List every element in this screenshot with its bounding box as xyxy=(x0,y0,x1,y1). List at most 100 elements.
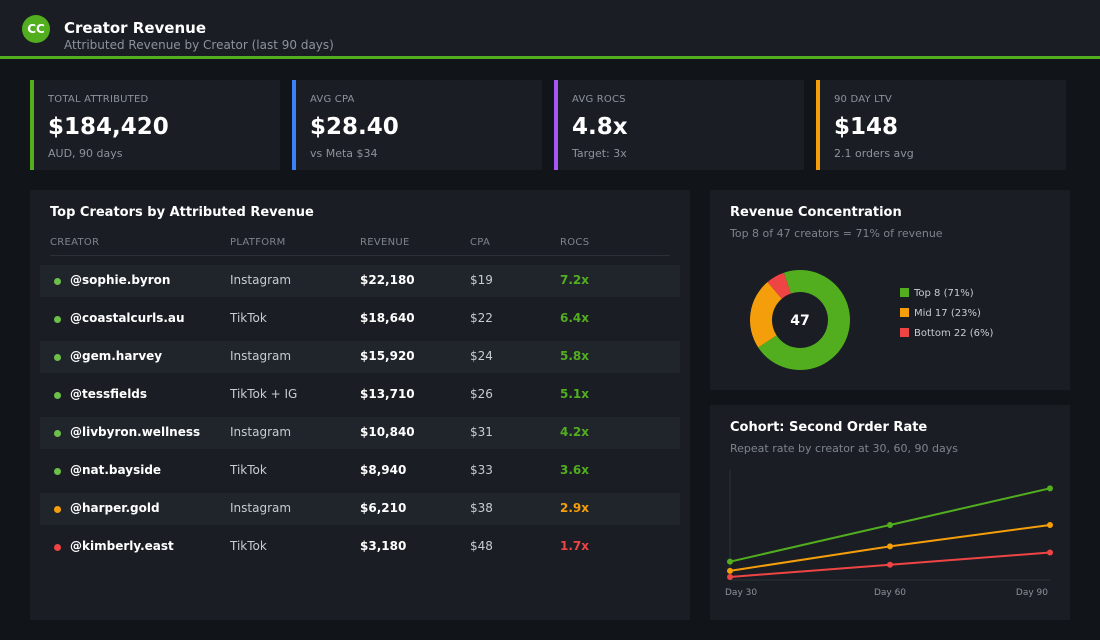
rocs-cell: 2.9x xyxy=(560,501,589,515)
data-point[interactable] xyxy=(727,573,733,580)
cpa-cell: $19 xyxy=(470,273,493,287)
rocs-cell: 6.4x xyxy=(560,311,589,325)
creator-handle[interactable]: @harper.gold xyxy=(70,501,160,515)
column-header-creator[interactable]: CREATOR xyxy=(50,237,100,248)
table-row[interactable]: @harper.gold Instagram $6,210 $38 2.9x xyxy=(40,493,680,525)
table-row[interactable]: @kimberly.east TikTok $3,180 $48 1.7x xyxy=(40,531,680,563)
revenue-concentration-subtitle: Top 8 of 47 creators = 71% of revenue xyxy=(730,227,943,240)
cpa-cell: $48 xyxy=(470,539,493,553)
creator-handle[interactable]: @gem.harvey xyxy=(70,349,163,363)
status-dot xyxy=(54,278,61,285)
table-row[interactable]: @gem.harvey Instagram $15,920 $24 5.8x xyxy=(40,341,680,373)
kpi-subtext: vs Meta $34 xyxy=(310,147,378,160)
data-point[interactable] xyxy=(1047,549,1053,556)
platform-cell: TikTok + IG xyxy=(230,387,298,401)
platform-cell: Instagram xyxy=(230,349,292,363)
revenue-concentration-donut-chart: 47 xyxy=(750,270,850,370)
cpa-cell: $38 xyxy=(470,501,493,515)
legend-swatch xyxy=(900,288,909,297)
platform-cell: TikTok xyxy=(230,539,267,553)
rocs-cell: 1.7x xyxy=(560,539,589,553)
platform-cell: Instagram xyxy=(230,273,292,287)
creator-handle[interactable]: @kimberly.east xyxy=(70,539,174,553)
data-point[interactable] xyxy=(727,567,733,574)
data-point[interactable] xyxy=(887,522,893,528)
app-header: CC Creator Revenue Attributed Revenue by… xyxy=(0,0,1100,59)
revenue-cell: $15,920 xyxy=(360,349,415,363)
creator-handle[interactable]: @coastalcurls.au xyxy=(70,311,185,325)
kpi-label: AVG ROCS xyxy=(572,94,626,105)
data-point[interactable] xyxy=(1047,522,1053,528)
kpi-card-avg-rocs: AVG ROCS 4.8x Target: 3x xyxy=(554,80,804,170)
kpi-label: 90 DAY LTV xyxy=(834,94,892,105)
legend-item[interactable]: Bottom 22 (6%) xyxy=(900,328,993,339)
revenue-concentration-title: Revenue Concentration xyxy=(730,205,902,220)
status-dot xyxy=(54,392,61,399)
creator-handle[interactable]: @livbyron.wellness xyxy=(70,425,201,439)
status-dot xyxy=(54,506,61,513)
table-row[interactable]: @tessfields TikTok + IG $13,710 $26 5.1x xyxy=(40,379,680,411)
revenue-cell: $18,640 xyxy=(360,311,415,325)
kpi-card-avg-cpa: AVG CPA $28.40 vs Meta $34 xyxy=(292,80,542,170)
kpi-subtext: 2.1 orders avg xyxy=(834,147,914,160)
legend-item[interactable]: Mid 17 (23%) xyxy=(900,308,981,319)
x-tick-label: Day 90 xyxy=(1016,588,1048,598)
legend-label: Top 8 (71%) xyxy=(914,288,974,299)
rocs-cell: 3.6x xyxy=(560,463,589,477)
data-point[interactable] xyxy=(1047,485,1053,492)
cpa-cell: $33 xyxy=(470,463,493,477)
table-row[interactable]: @coastalcurls.au TikTok $18,640 $22 6.4x xyxy=(40,303,680,335)
status-dot xyxy=(54,316,61,323)
revenue-cell: $3,180 xyxy=(360,539,407,553)
donut-center-label: 47 xyxy=(790,313,809,329)
platform-cell: Instagram xyxy=(230,501,292,515)
legend-swatch xyxy=(900,308,909,317)
data-point[interactable] xyxy=(727,558,733,565)
kpi-label: AVG CPA xyxy=(310,94,355,105)
donut-slice[interactable] xyxy=(750,281,782,348)
column-header-cpa[interactable]: CPA xyxy=(470,237,491,248)
donut-slice[interactable] xyxy=(758,270,850,370)
table-row[interactable]: @sophie.byron Instagram $22,180 $19 7.2x xyxy=(40,265,680,297)
column-header-platform[interactable]: PLATFORM xyxy=(230,237,286,248)
cpa-cell: $31 xyxy=(470,425,493,439)
x-tick-label: Day 30 xyxy=(725,588,757,598)
revenue-cell: $22,180 xyxy=(360,273,415,287)
cohort-line-chart: Day 30 Day 60 Day 90 xyxy=(725,470,1053,598)
table-row[interactable]: @nat.bayside TikTok $8,940 $33 3.6x xyxy=(40,455,680,487)
kpi-card-total-attributed: TOTAL ATTRIBUTED $184,420 AUD, 90 days xyxy=(30,80,280,170)
status-dot xyxy=(54,544,61,551)
creator-handle[interactable]: @tessfields xyxy=(70,387,148,401)
table-row[interactable]: @livbyron.wellness Instagram $10,840 $31 4.2… xyxy=(40,417,680,449)
revenue-cell: $6,210 xyxy=(360,501,407,515)
kpi-value: $148 xyxy=(834,114,899,140)
legend-item[interactable]: Top 8 (71%) xyxy=(900,288,974,299)
cohort-title: Cohort: Second Order Rate xyxy=(730,420,928,435)
rocs-cell: 4.2x xyxy=(560,425,589,439)
kpi-card-90-day-ltv: 90 DAY LTV $148 2.1 orders avg xyxy=(816,80,1066,170)
data-point[interactable] xyxy=(887,543,893,550)
kpi-value: 4.8x xyxy=(572,114,628,140)
kpi-subtext: Target: 3x xyxy=(572,147,627,160)
revenue-cell: $10,840 xyxy=(360,425,415,439)
revenue-cell: $8,940 xyxy=(360,463,407,477)
revenue-cell: $13,710 xyxy=(360,387,415,401)
creator-handle[interactable]: @sophie.byron xyxy=(70,273,171,287)
donut-slice[interactable] xyxy=(767,272,791,299)
avatar[interactable]: CC xyxy=(22,15,50,43)
kpi-value: $28.40 xyxy=(310,114,399,140)
cohort-subtitle: Repeat rate by creator at 30, 60, 90 day… xyxy=(730,442,958,455)
legend-swatch xyxy=(900,328,909,337)
legend-label: Mid 17 (23%) xyxy=(914,308,981,319)
column-header-revenue[interactable]: REVENUE xyxy=(360,237,410,248)
rocs-cell: 7.2x xyxy=(560,273,589,287)
column-header-rocs[interactable]: ROCS xyxy=(560,237,590,248)
top-creators-title: Top Creators by Attributed Revenue xyxy=(50,205,314,220)
creator-handle[interactable]: @nat.bayside xyxy=(70,463,162,477)
x-tick-label: Day 60 xyxy=(874,588,906,598)
page-subtitle: Attributed Revenue by Creator (last 90 d… xyxy=(64,38,334,52)
cpa-cell: $24 xyxy=(470,349,493,363)
table-header-divider xyxy=(50,255,670,256)
kpi-value: $184,420 xyxy=(48,114,169,140)
data-point[interactable] xyxy=(887,561,893,568)
